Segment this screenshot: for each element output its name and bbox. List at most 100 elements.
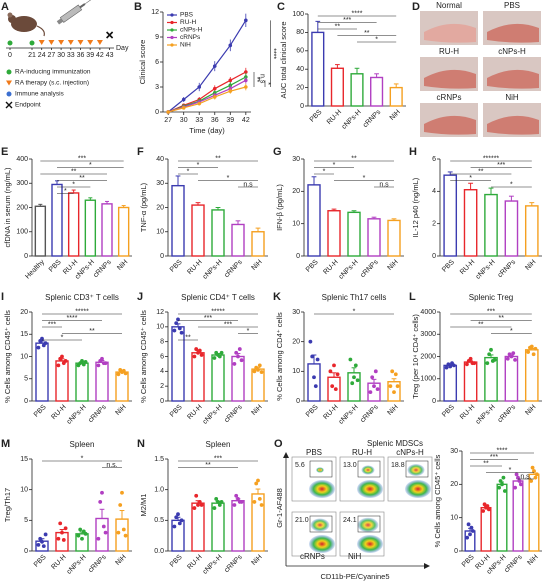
significance-label: *** (204, 315, 212, 322)
legend-symbol (6, 91, 12, 97)
data-point (373, 369, 378, 374)
y-tick-label: 30 (156, 180, 164, 187)
data-point (534, 472, 539, 477)
data-point (532, 469, 536, 473)
data-point (513, 357, 517, 362)
significance-label: **** (352, 10, 363, 17)
y-tick-label: 400 (16, 156, 28, 163)
significance-label: * (197, 162, 200, 169)
data-point (244, 70, 248, 74)
data-point (395, 384, 400, 389)
data-point (103, 530, 108, 535)
y-axis-label: % Cells among CD45⁺ cells (139, 310, 148, 403)
significance-label: * (323, 168, 326, 175)
data-point (60, 354, 64, 359)
x-tick-label: 36 (211, 117, 219, 124)
x-tick-label: RU-H (459, 259, 476, 276)
legend-marker (170, 35, 174, 40)
y-tick-label: 10 (292, 368, 300, 375)
data-point (256, 367, 260, 372)
bar (84, 199, 97, 257)
data-point (259, 503, 264, 507)
y-tick-label: 2 (160, 383, 164, 390)
data-point (232, 503, 237, 507)
data-point (40, 336, 44, 341)
data-point (228, 89, 233, 93)
x-tick-label: PBS (169, 404, 184, 419)
therapy-marker (48, 40, 55, 45)
significance-label: *** (490, 454, 498, 461)
significance-label: ** (89, 328, 95, 335)
syringe-icon (56, 0, 92, 25)
bar (307, 184, 321, 257)
x-tick-label: cRNPs (497, 403, 518, 424)
y-tick-label: 2000 (420, 353, 436, 360)
x-tick-label: cRNPs (223, 553, 244, 574)
gate-percent: 13.0 (343, 462, 357, 469)
photo-label: RU-H (439, 47, 459, 56)
y-tick-label: 9 (155, 34, 159, 41)
x-tick-label: NiH (524, 259, 537, 272)
y-tick-label: 30 (292, 156, 300, 163)
paw (424, 69, 476, 89)
data-point (352, 375, 356, 380)
data-point (103, 361, 108, 366)
significance-label: * (353, 308, 356, 315)
y-tick-label: 4 (160, 368, 164, 375)
paw (424, 115, 476, 135)
gate-percent: 5.6 (295, 462, 305, 469)
data-point (239, 500, 244, 504)
significance-label: ** (483, 460, 489, 467)
data-point (219, 500, 224, 504)
timeline-day: 39 (86, 52, 94, 59)
y-tick-label: 0 (296, 253, 300, 260)
y-tick-label: 1.5 (154, 456, 164, 463)
y-tick-label: 20 (296, 84, 304, 91)
data-point (330, 384, 335, 389)
x-tick-label: NiH (527, 554, 540, 567)
significance-label: **** (270, 48, 277, 59)
therapy-marker (58, 40, 65, 45)
timeline-unit: Day (116, 45, 129, 52)
therapy-marker (77, 40, 84, 45)
x-tick-label: cNPs-H (475, 404, 497, 426)
x-tick-label: Healthy (24, 258, 46, 280)
y-tick-label: 1000 (420, 376, 436, 383)
x-tick-label: NiH (387, 259, 400, 272)
x-tick-label: cNPs-H (202, 554, 224, 576)
data-point (237, 347, 242, 351)
bar (330, 67, 344, 107)
data-point (451, 363, 456, 368)
data-point (489, 347, 493, 352)
therapy-marker (87, 40, 94, 45)
significance-label: ** (478, 168, 484, 175)
data-point (212, 91, 217, 95)
panel-letter: O (274, 438, 283, 450)
data-point (116, 530, 121, 535)
data-point (199, 353, 204, 357)
timeline-day: 36 (77, 52, 85, 59)
y-tick-label: 6 (155, 59, 159, 66)
data-point (234, 350, 239, 355)
data-point (498, 479, 503, 483)
data-point (166, 110, 170, 114)
data-point (353, 363, 358, 368)
significance-label: * (509, 467, 512, 474)
data-point (121, 368, 126, 373)
gate (357, 460, 381, 478)
data-point (212, 86, 217, 91)
x-tick-label: 27 (164, 117, 172, 124)
data-point (199, 503, 204, 507)
significance-label: *** (224, 321, 232, 328)
x-tick-label: RU-H (322, 259, 339, 276)
x-tick-label: NiH (251, 259, 264, 272)
data-point (256, 478, 260, 483)
x-tick-label: PBS (309, 109, 324, 124)
data-point (36, 542, 41, 547)
data-point (239, 358, 244, 363)
data-point (332, 363, 336, 368)
data-point (58, 521, 63, 526)
significance-label: ** (335, 23, 341, 30)
significance-label: * (227, 175, 230, 182)
significance-label: ***** (75, 308, 89, 315)
